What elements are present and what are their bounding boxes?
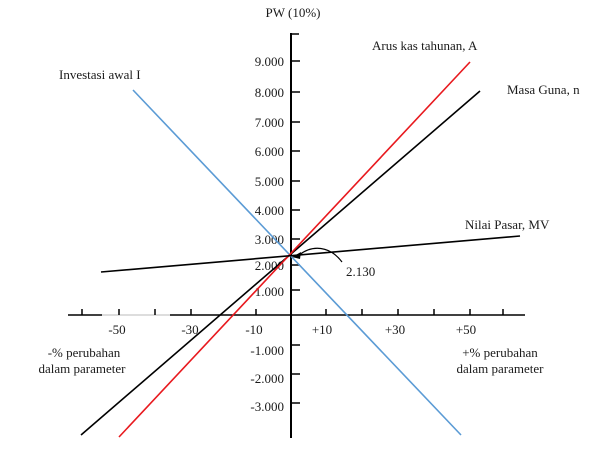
svg-text:6.000: 6.000	[255, 144, 284, 159]
series-label-nilai-pasar: Nilai Pasar, MV	[465, 217, 550, 232]
x-ticks	[81, 309, 504, 315]
svg-text:-30: -30	[181, 322, 198, 337]
svg-text:4.000: 4.000	[255, 203, 284, 218]
x-axis-positive-label-line2: dalam parameter	[457, 361, 545, 376]
svg-text:+50: +50	[456, 322, 476, 337]
series-line-masa-guna	[80, 90, 481, 436]
svg-text:1.000: 1.000	[255, 284, 284, 299]
series-label-masa-guna: Masa Guna, n	[507, 82, 580, 97]
arrow-head-icon	[292, 252, 301, 259]
series-line-investasi-awal	[132, 89, 462, 436]
series-line-nilai-pasar	[100, 235, 521, 273]
svg-text:9.000: 9.000	[255, 54, 284, 69]
svg-text:8.000: 8.000	[255, 85, 284, 100]
svg-text:-50: -50	[108, 322, 125, 337]
x-axis-negative-label-line2: dalam parameter	[39, 361, 127, 376]
svg-text:3.000: 3.000	[255, 232, 284, 247]
series-line-arus-kas	[118, 61, 471, 438]
x-tick-labels: -50 -30 -10 +10 +30 +50	[108, 322, 476, 337]
svg-text:-10: -10	[245, 322, 262, 337]
svg-text:+30: +30	[385, 322, 405, 337]
svg-text:-3.000: -3.000	[250, 399, 284, 414]
svg-text:-2.000: -2.000	[250, 371, 284, 386]
annotation-arrow	[297, 247, 343, 263]
y-tick-labels: 9.000 8.000 7.000 6.000 5.000 4.000 3.00…	[250, 54, 284, 414]
series-label-arus-kas: Arus kas tahunan, A	[372, 38, 478, 53]
svg-text:7.000: 7.000	[255, 115, 284, 130]
series-label-investasi-awal: Investasi awal I	[59, 67, 141, 82]
y-ticks	[291, 60, 300, 404]
x-axis-positive-label-line1: +% perubahan	[462, 345, 538, 360]
svg-text:+10: +10	[312, 322, 332, 337]
intersection-value-label: 2.130	[346, 264, 375, 279]
svg-text:-1.000: -1.000	[250, 343, 284, 358]
svg-text:5.000: 5.000	[255, 174, 284, 189]
y-axis-title: PW (10%)	[265, 5, 320, 20]
x-axis-negative-label-line1: -% perubahan	[48, 345, 121, 360]
